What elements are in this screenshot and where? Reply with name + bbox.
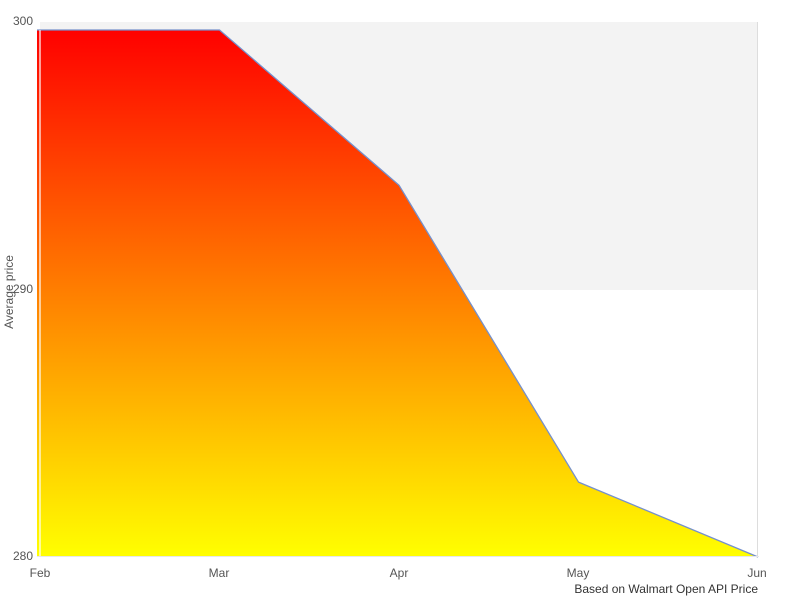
plot-bottom-border xyxy=(37,556,759,557)
area-series xyxy=(37,29,759,558)
area-fill xyxy=(37,30,758,557)
plot-area[interactable] xyxy=(37,22,759,558)
x-tick-feb: Feb xyxy=(29,566,51,580)
y-tick-300: 300 xyxy=(12,14,33,28)
x-tick-mar: Mar xyxy=(208,566,230,580)
x-tick-jun: Jun xyxy=(747,566,767,580)
y-tick-290: 290 xyxy=(12,282,33,296)
x-tick-may: May xyxy=(566,566,590,580)
plot-right-border xyxy=(757,22,758,557)
y-tick-280: 280 xyxy=(12,549,33,563)
chart-caption: Based on Walmart Open API Price xyxy=(574,582,758,596)
x-tick-apr: Apr xyxy=(389,566,409,580)
